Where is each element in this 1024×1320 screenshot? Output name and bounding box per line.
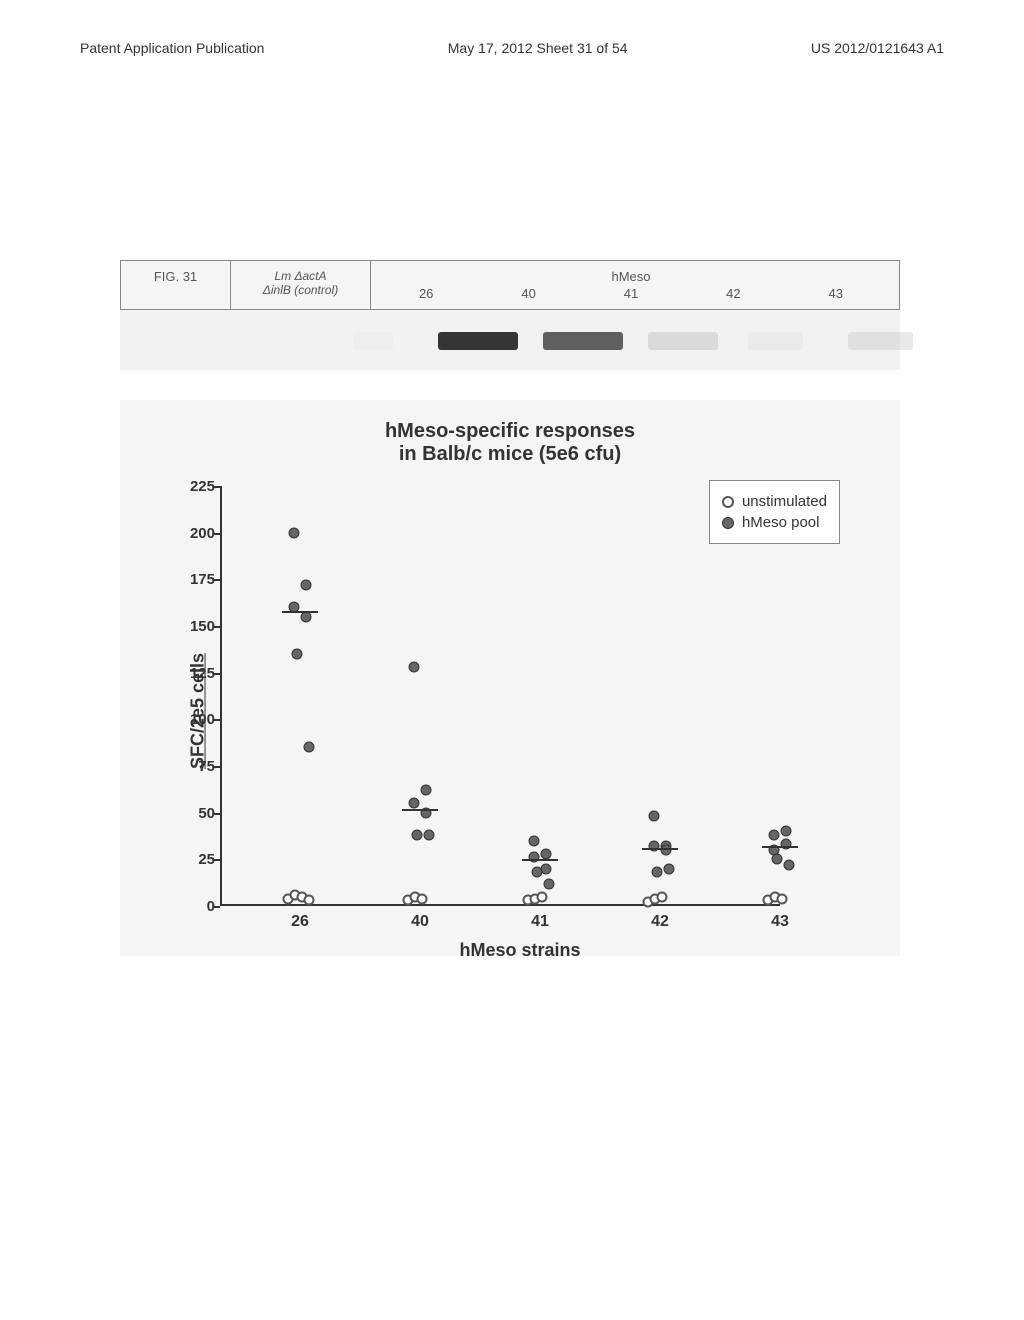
control-line1: Lm ΔactA	[235, 269, 366, 283]
y-tick-label: 175	[170, 571, 215, 588]
y-tick-mark	[214, 766, 220, 768]
x-tick-label: 42	[651, 913, 669, 931]
y-tick-label: 150	[170, 618, 215, 635]
y-tick-mark	[214, 859, 220, 861]
y-tick-mark	[214, 906, 220, 908]
y-tick-mark	[214, 626, 220, 628]
data-point-pool	[421, 785, 432, 796]
chart-title-line2: in Balb/c mice (5e6 cfu)	[140, 443, 880, 466]
y-tick-mark	[214, 486, 220, 488]
blot-band	[438, 332, 518, 350]
x-tick-label: 40	[411, 913, 429, 931]
strain-number: 40	[521, 286, 535, 301]
data-point-pool	[544, 878, 555, 889]
data-point-pool	[784, 859, 795, 870]
header-right: US 2012/0121643 A1	[811, 40, 944, 56]
y-tick-label: 225	[170, 478, 215, 495]
y-tick-label: 100	[170, 711, 215, 728]
x-tick-label: 41	[531, 913, 549, 931]
strain-numbers-row: 26 40 41 42 43	[375, 286, 887, 301]
median-line	[282, 611, 318, 613]
header-left: Patent Application Publication	[80, 40, 264, 56]
y-tick-mark	[214, 813, 220, 815]
data-point-pool	[424, 830, 435, 841]
y-tick-mark	[214, 533, 220, 535]
data-point-unstimulated	[417, 893, 428, 904]
x-axis	[220, 904, 780, 906]
data-point-unstimulated	[777, 893, 788, 904]
y-tick-mark	[214, 579, 220, 581]
x-tick-label: 43	[771, 913, 789, 931]
y-axis	[220, 486, 222, 906]
x-axis-label: hMeso strains	[459, 940, 580, 961]
page-header: Patent Application Publication May 17, 2…	[0, 40, 1024, 56]
strain-number: 42	[726, 286, 740, 301]
data-point-pool	[301, 579, 312, 590]
data-point-pool	[652, 867, 663, 878]
y-tick-label: 50	[170, 805, 215, 822]
data-point-pool	[304, 742, 315, 753]
y-tick-label: 25	[170, 851, 215, 868]
figure-label: FIG. 31	[121, 261, 231, 309]
strain-header-cell: hMeso 26 40 41 42 43	[371, 261, 891, 309]
median-line	[522, 859, 558, 861]
chart-title: hMeso-specific responses in Balb/c mice …	[140, 420, 880, 466]
data-point-pool	[409, 662, 420, 673]
strain-number: 26	[419, 286, 433, 301]
figure-container: FIG. 31 Lm ΔactA ΔinlB (control) hMeso 2…	[120, 260, 900, 956]
blot-band	[748, 332, 803, 350]
data-point-pool	[781, 826, 792, 837]
data-point-pool	[412, 830, 423, 841]
blot-band	[543, 332, 623, 350]
chart-title-line1: hMeso-specific responses	[140, 420, 880, 443]
strain-number: 41	[624, 286, 638, 301]
data-point-pool	[289, 527, 300, 538]
y-tick-mark	[214, 673, 220, 675]
blot-band	[353, 332, 393, 350]
control-cell: Lm ΔactA ΔinlB (control)	[231, 261, 371, 309]
x-tick-label: 26	[291, 913, 309, 931]
median-line	[762, 846, 798, 848]
y-tick-label: 125	[170, 665, 215, 682]
western-blot-row	[120, 310, 900, 370]
data-point-pool	[649, 811, 660, 822]
blot-band	[648, 332, 718, 350]
median-line	[402, 809, 438, 811]
y-tick-label: 0	[170, 898, 215, 915]
data-point-pool	[532, 867, 543, 878]
header-center: May 17, 2012 Sheet 31 of 54	[448, 40, 628, 56]
y-tick-mark	[214, 719, 220, 721]
median-line	[642, 848, 678, 850]
data-point-unstimulated	[657, 891, 668, 902]
data-point-pool	[769, 830, 780, 841]
data-point-pool	[772, 854, 783, 865]
control-line2: ΔinlB (control)	[235, 283, 366, 297]
strain-number: 43	[829, 286, 843, 301]
data-point-pool	[409, 798, 420, 809]
y-tick-label: 75	[170, 758, 215, 775]
data-point-pool	[529, 835, 540, 846]
data-point-pool	[664, 863, 675, 874]
strain-header-label: hMeso	[375, 269, 887, 284]
plot-area: SFC/2e5 cells hMeso strains 025507510012…	[220, 486, 820, 936]
blot-band	[848, 332, 913, 350]
data-point-pool	[292, 649, 303, 660]
data-point-unstimulated	[304, 895, 315, 906]
y-tick-label: 200	[170, 525, 215, 542]
scatter-chart: hMeso-specific responses in Balb/c mice …	[120, 400, 900, 956]
data-point-pool	[541, 848, 552, 859]
data-point-unstimulated	[537, 891, 548, 902]
strain-table: FIG. 31 Lm ΔactA ΔinlB (control) hMeso 2…	[120, 260, 900, 310]
